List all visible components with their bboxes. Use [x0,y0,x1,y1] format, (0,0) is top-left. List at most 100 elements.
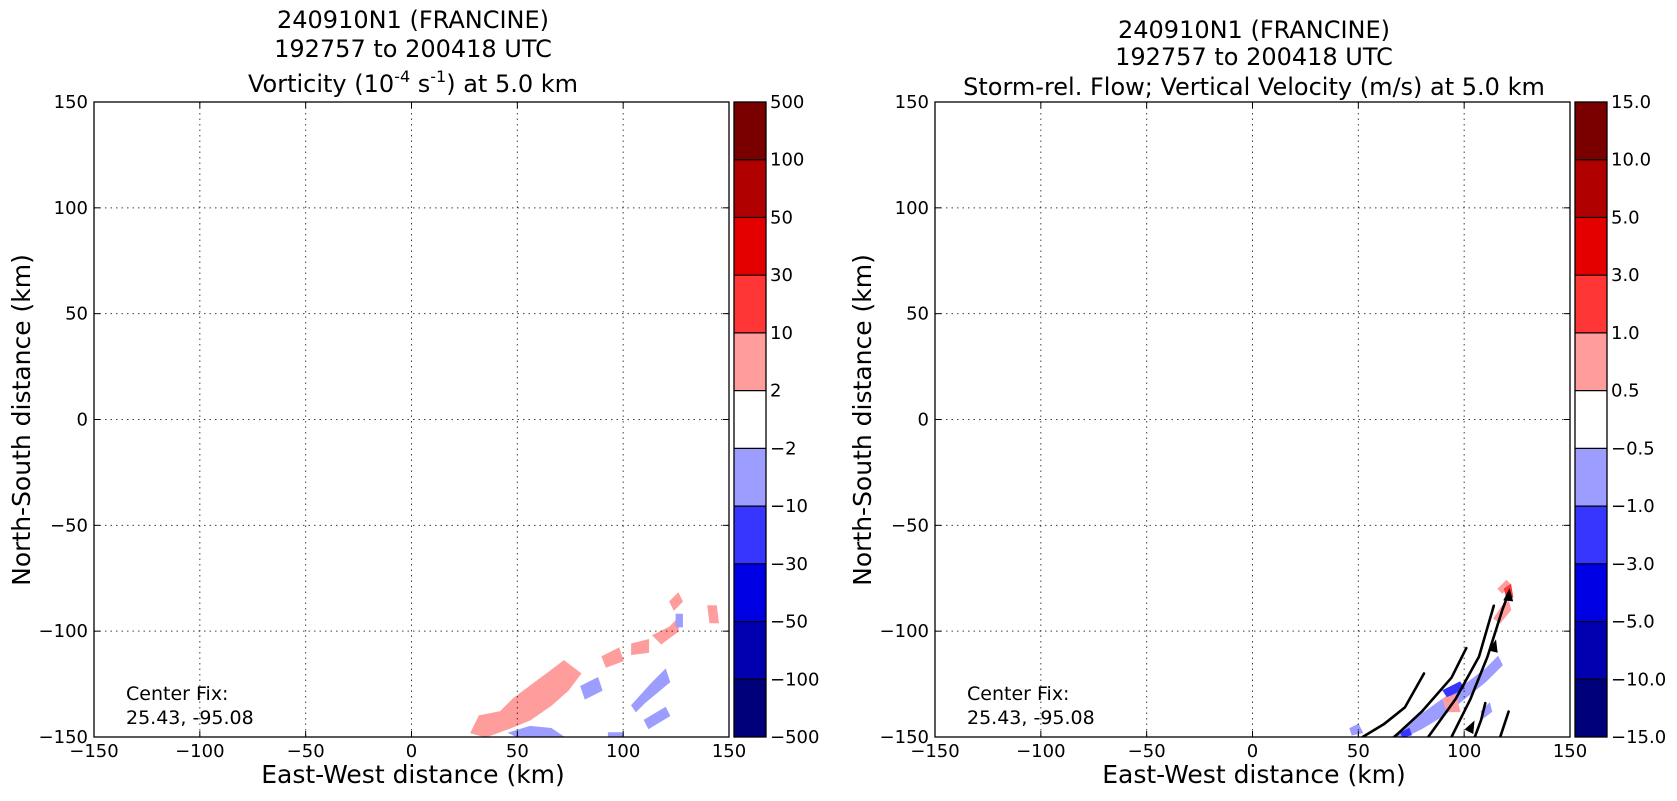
y-tick-label: −100 [39,621,88,642]
x-tick-label: 100 [606,741,640,762]
colorbar-segment [1575,621,1607,680]
contour-region [630,668,671,713]
colorbar-tick-label: 15.0 [1611,92,1651,113]
colorbar-segment [734,390,766,449]
colorbar-tick-label: −10.0 [1611,669,1666,690]
colorbar-frame [733,101,767,738]
colorbar-segment [734,621,766,680]
x-tick-label: 100 [1447,741,1481,762]
contour-region [470,660,582,737]
x-tick-label: 50 [1347,741,1370,762]
colorbar-tick-label: 30 [770,265,793,286]
y-tick-label: 150 [895,92,929,113]
panel-subtitle: Storm-rel. Flow; Vertical Velocity (m/s)… [963,73,1545,101]
y-tick-label: −50 [891,515,929,536]
y-tick-label: 100 [54,198,88,219]
colorbar-tick-label: −3.0 [1611,554,1655,575]
y-tick-label: 50 [906,304,929,325]
y-tick-label: −100 [880,621,929,642]
contour-region [643,706,671,730]
colorbar-frame [1574,101,1608,738]
subtitle-exponent: -1 [430,67,446,86]
streamline [1473,701,1487,737]
colorbar-tick-label: 1.0 [1611,323,1640,344]
colorbar: 500 100 50 30 10 2 −2 −10 −30 −50 −100 −500 [733,92,819,748]
colorbar-tick-label: −2 [770,438,797,459]
panel-subtitle: Vorticity (10-4 s-1) at 5.0 km [248,67,578,98]
colorbar-segment [1575,506,1607,564]
colorbar-segment [1575,159,1607,218]
colorbar-segment [734,332,766,391]
streamline-arrowhead [1503,588,1514,602]
x-tick-label: 150 [1553,741,1587,762]
colorbar-tick-label: −0.5 [1611,438,1655,459]
colorbar-segment [1575,332,1607,391]
colorbar-tick-label: 500 [770,92,804,113]
colorbar-tick-label: 3.0 [1611,265,1640,286]
y-tick-label: 0 [918,410,929,431]
colorbar-tick-label: −500 [770,727,819,748]
filled-contours [470,592,719,737]
colorbar-segment [734,506,766,564]
colorbar-tick-label: 10 [770,323,793,344]
contour-region [601,647,624,668]
colorbar-segment [734,448,766,507]
colorbar-segment [734,563,766,622]
streamlines [1361,588,1514,737]
colorbar-segment [734,217,766,276]
y-tick-label: −50 [50,515,88,536]
colorbar-segment [734,275,766,333]
x-tick-label: −50 [1128,741,1166,762]
panel-title-line-2: 192757 to 200418 UTC [274,35,552,63]
colorbar-tick-label: −50 [770,612,808,633]
colorbar-tick-label: −5.0 [1611,612,1655,633]
x-tick-label: −50 [287,741,325,762]
subtitle-part: ) at 5.0 km [446,70,578,98]
contour-region [1349,723,1364,736]
colorbar-tick-label: −10 [770,496,808,517]
x-tick-label: −100 [1016,741,1065,762]
y-axis-label: North-South distance (km) [848,254,877,586]
colorbar-segment [1575,679,1607,737]
y-tick-label: 150 [54,92,88,113]
x-tick-label: 0 [406,741,417,762]
contour-region [675,613,683,628]
colorbar-segment [734,159,766,218]
center-fix-label: Center Fix: [967,683,1069,705]
colorbar-segment [1575,390,1607,449]
x-tick-label: −150 [69,741,118,762]
vertical-velocity-panel: 240910N1 (FRANCINE) 192757 to 200418 UTC… [848,16,1666,789]
y-tick-label: −150 [880,727,929,748]
streamline [1450,591,1510,737]
streamline [1361,672,1426,737]
colorbar-segment [1575,563,1607,622]
colorbar-segment [734,102,766,160]
streamline-arrowhead [1464,720,1475,734]
colorbar-tick-label: 100 [770,150,804,171]
x-tick-label: 50 [506,741,529,762]
center-fix-label: Center Fix: [126,683,228,705]
colorbar-tick-label: 10.0 [1611,150,1651,171]
streamline [1426,604,1496,737]
contour-region [631,638,650,656]
colorbar-tick-label: −1.0 [1611,496,1655,517]
y-tick-label: 50 [65,304,88,325]
x-axis-label: East-West distance (km) [261,760,565,789]
contour-region [580,676,603,700]
colorbar-segment [734,679,766,737]
contour-region [607,732,624,737]
x-tick-label: −150 [910,741,959,762]
subtitle-exponent: -4 [394,67,410,86]
panel-title-line-1: 240910N1 (FRANCINE) [1118,16,1390,44]
contour-region [507,725,565,737]
y-tick-label: 100 [895,198,929,219]
streamline [1498,710,1510,737]
subtitle-part: s [410,70,430,98]
colorbar-segment [1575,102,1607,160]
colorbar-segment [1575,448,1607,507]
colorbar-tick-label: 2 [770,381,781,402]
y-tick-label: −150 [39,727,88,748]
x-tick-label: 0 [1247,741,1258,762]
contour-region [1400,727,1412,737]
colorbar-tick-label: 5.0 [1611,207,1640,228]
